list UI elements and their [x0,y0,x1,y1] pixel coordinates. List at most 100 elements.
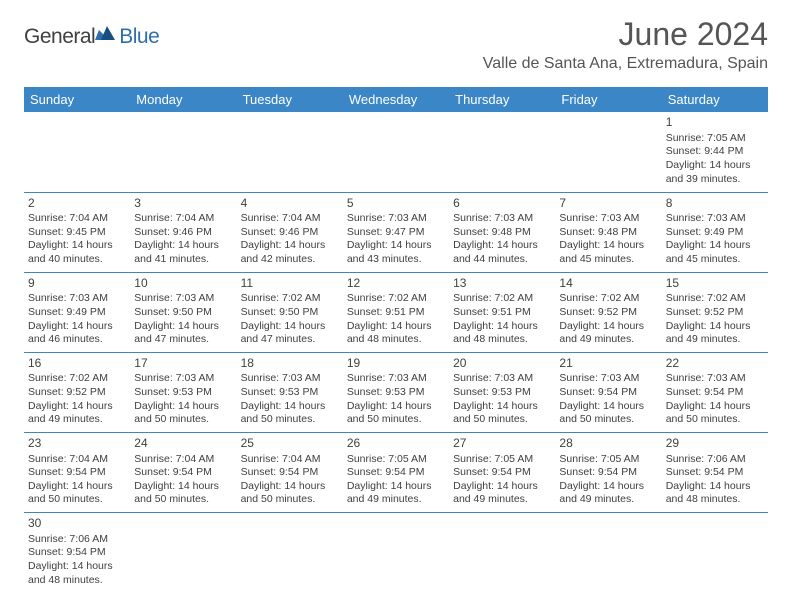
sunset-line: Sunset: 9:51 PM [347,306,445,320]
calendar-cell: 17Sunrise: 7:03 AMSunset: 9:53 PMDayligh… [130,352,236,432]
daylight-line: Daylight: 14 hours and 46 minutes. [28,320,126,347]
calendar-cell-blank [449,513,555,593]
calendar-cell: 7Sunrise: 7:03 AMSunset: 9:48 PMDaylight… [555,192,661,272]
logo-text-blue: Blue [119,25,159,49]
day-number: 21 [559,356,657,372]
sunset-line: Sunset: 9:54 PM [134,466,232,480]
day-number: 16 [28,356,126,372]
calendar-cell-blank [555,112,661,192]
daylight-line: Daylight: 14 hours and 41 minutes. [134,239,232,266]
day-header: Tuesday [237,87,343,112]
calendar-cell: 28Sunrise: 7:05 AMSunset: 9:54 PMDayligh… [555,432,661,512]
daylight-line: Daylight: 14 hours and 50 minutes. [666,400,764,427]
day-number: 24 [134,436,232,452]
daylight-line: Daylight: 14 hours and 50 minutes. [241,480,339,507]
day-number: 20 [453,356,551,372]
calendar-cell-blank [237,513,343,593]
calendar-page: General Blue June 2024 Valle de Santa An… [0,0,792,611]
sunrise-line: Sunrise: 7:03 AM [28,292,126,306]
calendar-cell: 15Sunrise: 7:02 AMSunset: 9:52 PMDayligh… [662,272,768,352]
sunrise-line: Sunrise: 7:03 AM [347,372,445,386]
day-number: 4 [241,196,339,212]
calendar-cell: 23Sunrise: 7:04 AMSunset: 9:54 PMDayligh… [24,432,130,512]
daylight-line: Daylight: 14 hours and 48 minutes. [347,320,445,347]
sunrise-line: Sunrise: 7:04 AM [28,453,126,467]
sunrise-line: Sunrise: 7:03 AM [134,372,232,386]
sunset-line: Sunset: 9:54 PM [666,386,764,400]
location-subtitle: Valle de Santa Ana, Extremadura, Spain [483,55,768,73]
day-number: 19 [347,356,445,372]
sunset-line: Sunset: 9:46 PM [241,226,339,240]
calendar-cell: 10Sunrise: 7:03 AMSunset: 9:50 PMDayligh… [130,272,236,352]
sunrise-line: Sunrise: 7:03 AM [666,372,764,386]
sunset-line: Sunset: 9:48 PM [453,226,551,240]
daylight-line: Daylight: 14 hours and 48 minutes. [666,480,764,507]
calendar-cell: 5Sunrise: 7:03 AMSunset: 9:47 PMDaylight… [343,192,449,272]
sunrise-line: Sunrise: 7:02 AM [347,292,445,306]
sunset-line: Sunset: 9:54 PM [347,466,445,480]
calendar-row: 30Sunrise: 7:06 AMSunset: 9:54 PMDayligh… [24,513,768,593]
calendar-cell: 20Sunrise: 7:03 AMSunset: 9:53 PMDayligh… [449,352,555,432]
sunset-line: Sunset: 9:45 PM [28,226,126,240]
calendar-cell: 16Sunrise: 7:02 AMSunset: 9:52 PMDayligh… [24,352,130,432]
sunrise-line: Sunrise: 7:05 AM [453,453,551,467]
sunrise-line: Sunrise: 7:04 AM [241,212,339,226]
logo-text-general: General [24,25,95,49]
calendar-cell: 14Sunrise: 7:02 AMSunset: 9:52 PMDayligh… [555,272,661,352]
daylight-line: Daylight: 14 hours and 49 minutes. [559,480,657,507]
calendar-cell: 29Sunrise: 7:06 AMSunset: 9:54 PMDayligh… [662,432,768,512]
sunset-line: Sunset: 9:53 PM [453,386,551,400]
sunrise-line: Sunrise: 7:03 AM [347,212,445,226]
calendar-cell: 25Sunrise: 7:04 AMSunset: 9:54 PMDayligh… [237,432,343,512]
sunset-line: Sunset: 9:53 PM [347,386,445,400]
day-number: 6 [453,196,551,212]
sunrise-line: Sunrise: 7:06 AM [28,533,126,547]
calendar-row: 2 Sunrise: 7:04 AM Sunset: 9:45 PM Daylight… [24,192,768,272]
day-header: Monday [130,87,236,112]
sunrise-line: Sunrise: 7:02 AM [453,292,551,306]
daylight-line: Daylight: 14 hours and 49 minutes. [666,320,764,347]
day-number: 28 [559,436,657,452]
calendar-row: 16Sunrise: 7:02 AMSunset: 9:52 PMDayligh… [24,352,768,432]
day-number: 10 [134,276,232,292]
day-number: 2 [28,196,126,212]
sunrise-line: Sunrise: 7:03 AM [666,212,764,226]
day-header: Sunday [24,87,130,112]
daylight-line: Daylight: 14 hours and 49 minutes. [453,480,551,507]
sunset-line: Sunset: 9:54 PM [666,466,764,480]
calendar-table: SundayMondayTuesdayWednesdayThursdayFrid… [24,87,768,593]
logo: General Blue [24,24,159,49]
day-header-row: SundayMondayTuesdayWednesdayThursdayFrid… [24,87,768,112]
day-number: 23 [28,436,126,452]
sunset-line: Sunset: 9:52 PM [559,306,657,320]
sunset-line: Sunset: 9:52 PM [28,386,126,400]
sunset-line: Sunset: 9:46 PM [134,226,232,240]
flag-icon [95,24,117,49]
sunset-line: Sunset: 9:49 PM [28,306,126,320]
daylight-line: Daylight: 14 hours and 49 minutes. [28,400,126,427]
day-number: 13 [453,276,551,292]
day-header: Wednesday [343,87,449,112]
sunset-line: Sunset: 9:47 PM [347,226,445,240]
sunset-line: Sunset: 9:54 PM [241,466,339,480]
calendar-cell: 12Sunrise: 7:02 AMSunset: 9:51 PMDayligh… [343,272,449,352]
daylight-line: Daylight: 14 hours and 45 minutes. [559,239,657,266]
calendar-cell: 4Sunrise: 7:04 AMSunset: 9:46 PMDaylight… [237,192,343,272]
calendar-cell-blank [449,112,555,192]
daylight-line: Daylight: 14 hours and 49 minutes. [347,480,445,507]
calendar-cell-blank [555,513,661,593]
daylight-line: Daylight: 14 hours and 50 minutes. [453,400,551,427]
sunset-line: Sunset: 9:54 PM [28,546,126,560]
day-number: 26 [347,436,445,452]
daylight-line: Daylight: 14 hours and 47 minutes. [134,320,232,347]
header: General Blue June 2024 Valle de Santa An… [24,18,768,73]
sunset-line: Sunset: 9:53 PM [134,386,232,400]
day-number: 18 [241,356,339,372]
title-block: June 2024 Valle de Santa Ana, Extremadur… [483,16,768,73]
day-number: 22 [666,356,764,372]
calendar-cell: 3Sunrise: 7:04 AMSunset: 9:46 PMDaylight… [130,192,236,272]
calendar-cell: 22Sunrise: 7:03 AMSunset: 9:54 PMDayligh… [662,352,768,432]
calendar-cell: 21Sunrise: 7:03 AMSunset: 9:54 PMDayligh… [555,352,661,432]
calendar-cell-blank [662,513,768,593]
calendar-cell: 18Sunrise: 7:03 AMSunset: 9:53 PMDayligh… [237,352,343,432]
